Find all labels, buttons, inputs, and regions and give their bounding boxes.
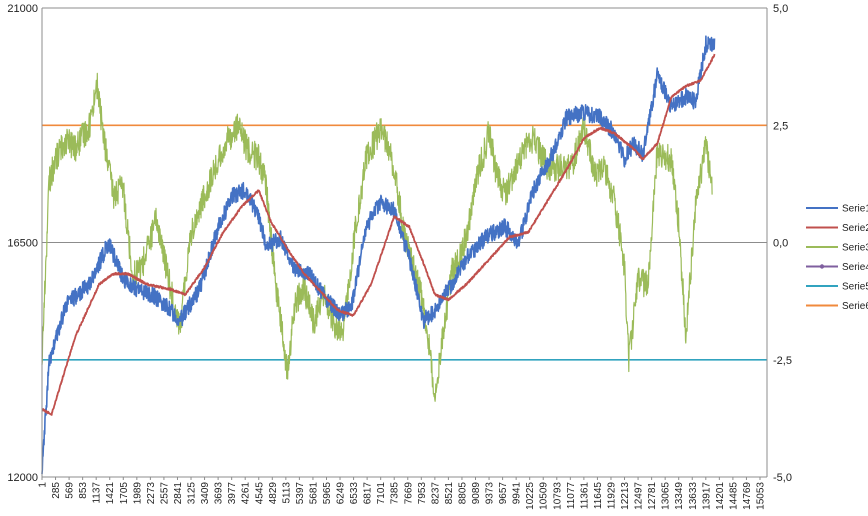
- series-lines: [41, 35, 767, 475]
- x-tick-label: 9089: [471, 482, 482, 505]
- legend-entry: Serie3: [806, 243, 868, 254]
- right-tick-label: 5,0: [773, 3, 788, 15]
- x-tick-label: 7101: [376, 482, 387, 505]
- x-tick-label: 5681: [308, 482, 319, 505]
- x-tick-label: 8521: [444, 482, 455, 505]
- x-tick-label: 3409: [200, 482, 211, 505]
- legend-entry: Serie1: [806, 204, 868, 215]
- x-tick-label: 4261: [241, 482, 252, 505]
- x-tick-label: 11929: [606, 482, 617, 510]
- x-tick-label: 5113: [281, 482, 292, 504]
- x-tick-label: 1: [38, 482, 49, 488]
- x-tick-label: 6249: [336, 482, 347, 505]
- x-tick-label: 14485: [728, 482, 739, 510]
- x-tick-label: 7669: [403, 482, 414, 505]
- x-tick-label: 10225: [525, 482, 536, 510]
- x-tick-label: 12497: [634, 482, 645, 510]
- x-tick-label: 4829: [268, 482, 279, 505]
- series-line-serie1: [41, 35, 716, 475]
- x-tick-label: 285: [51, 482, 62, 499]
- legend: Serie1 Serie2 Serie3 Serie4 Serie5 Serie6: [806, 204, 868, 312]
- x-tick-label: 6533: [349, 482, 360, 505]
- series-line-serie3: [41, 72, 713, 402]
- x-tick-label: 12213: [620, 482, 631, 510]
- x-tick-label: 6817: [363, 482, 374, 505]
- x-tick-label: 1421: [105, 482, 116, 505]
- right-tick-label: 0,0: [773, 238, 788, 250]
- legend-marker: [819, 264, 825, 269]
- x-tick-label: 4545: [254, 482, 265, 505]
- legend-label: Serie6: [842, 301, 868, 312]
- x-tick-label: 1137: [92, 482, 103, 504]
- legend-entry: Serie2: [806, 223, 868, 234]
- x-tick-label: 3125: [187, 482, 198, 505]
- x-tick-label: 7385: [390, 482, 401, 505]
- x-tick-label: 13065: [661, 482, 672, 510]
- legend-label: Serie3: [842, 243, 868, 254]
- x-tick-label: 14769: [742, 482, 753, 510]
- x-tick-label: 7953: [417, 482, 428, 505]
- series-line-serie2: [41, 53, 716, 416]
- x-tick-label: 15053: [755, 482, 766, 510]
- x-tick-label: 3693: [214, 482, 225, 505]
- x-tick-label: 13917: [701, 482, 712, 510]
- legend-entry: Serie6: [806, 301, 868, 312]
- x-tick-label: 2273: [146, 482, 157, 505]
- x-tick-label: 11361: [579, 482, 590, 510]
- x-tick-label: 1989: [132, 482, 143, 505]
- legend-label: Serie5: [842, 282, 868, 293]
- right-tick-label: -2,5: [773, 355, 792, 367]
- legend-entry: Serie4: [806, 262, 868, 273]
- right-tick-label: -5,0: [773, 472, 792, 484]
- x-tick-label: 8237: [430, 482, 441, 505]
- x-tick-label: 2841: [173, 482, 184, 505]
- left-tick-label: 12000: [7, 472, 38, 484]
- left-tick-label: 21000: [7, 3, 38, 15]
- x-tick-label: 3977: [227, 482, 238, 505]
- x-tick-label: 11077: [566, 482, 577, 510]
- legend-label: Serie4: [842, 262, 868, 273]
- x-tick-label: 1705: [119, 482, 130, 505]
- x-tick-label: 14201: [715, 482, 726, 510]
- x-tick-label: 10509: [539, 482, 550, 510]
- x-tick-label: 2557: [159, 482, 170, 505]
- left-tick-label: 16500: [7, 238, 38, 250]
- x-tick-label: 12781: [647, 482, 658, 510]
- right-tick-label: 2,5: [773, 120, 788, 132]
- x-tick-label: 9657: [498, 482, 509, 505]
- x-tick-label: 569: [65, 482, 76, 499]
- x-tick-label: 10793: [552, 482, 563, 510]
- x-tick-label: 9373: [485, 482, 496, 505]
- x-tick-label: 5965: [322, 482, 333, 505]
- legend-label: Serie2: [842, 223, 868, 234]
- legend-label: Serie1: [842, 204, 868, 215]
- x-tick-label: 11645: [593, 482, 604, 510]
- x-tick-label: 5397: [295, 482, 306, 505]
- x-tick-label: 8805: [457, 482, 468, 505]
- x-tick-label: 13633: [688, 482, 699, 510]
- x-tick-label: 853: [78, 482, 89, 499]
- legend-entry: Serie5: [806, 282, 868, 293]
- x-tick-label: 13349: [674, 482, 685, 510]
- x-tick-label: 9941: [512, 482, 523, 505]
